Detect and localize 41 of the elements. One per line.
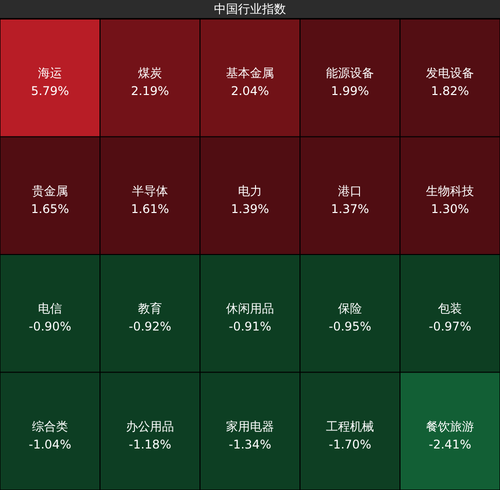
data-label: -1.18%: [128, 437, 172, 452]
data-label: -2.41%: [428, 437, 472, 452]
category-label: 电力: [238, 184, 262, 198]
category-label: 综合类: [32, 419, 68, 434]
data-label: -0.91%: [228, 320, 272, 334]
data-label: 1.65%: [30, 202, 70, 216]
category-label: 半导体: [132, 184, 168, 198]
category-label: 休闲用品: [226, 302, 274, 316]
data-label: -0.90%: [28, 320, 72, 334]
data-label: 1.39%: [230, 202, 270, 216]
category-label: 保险: [338, 302, 362, 316]
data-label: 1.30%: [430, 202, 470, 216]
category-label: 家用电器: [226, 419, 274, 434]
category-label: 煤炭: [138, 66, 162, 80]
data-label: 2.19%: [130, 84, 170, 98]
data-label: -1.04%: [28, 437, 72, 452]
data-label: -0.92%: [128, 320, 172, 334]
category-label: 海运: [38, 66, 62, 80]
data-label: -1.70%: [328, 437, 372, 452]
category-label: 发电设备: [426, 66, 474, 80]
data-label: 2.04%: [230, 84, 270, 98]
category-label: 教育: [138, 302, 162, 316]
text: 中国行业指数: [214, 2, 286, 16]
category-label: 包装: [438, 302, 462, 316]
data-label: 1.37%: [330, 202, 370, 216]
category-label: 工程机械: [326, 419, 374, 434]
category-label: 电信: [38, 302, 62, 316]
category-label: 贵金属: [32, 184, 68, 198]
category-label: 生物科技: [426, 184, 474, 198]
category-label: 办公用品: [126, 419, 174, 434]
data-label: -1.34%: [228, 437, 272, 452]
data-label: 1.99%: [330, 84, 370, 98]
data-label: -0.97%: [428, 320, 472, 334]
category-label: 能源设备: [326, 66, 374, 80]
data-label: -0.95%: [328, 320, 372, 334]
data-label: 5.79%: [30, 84, 70, 98]
data-label: 1.82%: [430, 84, 470, 98]
category-label: 餐饮旅游: [426, 419, 474, 434]
category-label: 基本金属: [226, 66, 274, 80]
category-label: 港口: [338, 184, 362, 198]
data-label: 1.61%: [130, 202, 170, 216]
